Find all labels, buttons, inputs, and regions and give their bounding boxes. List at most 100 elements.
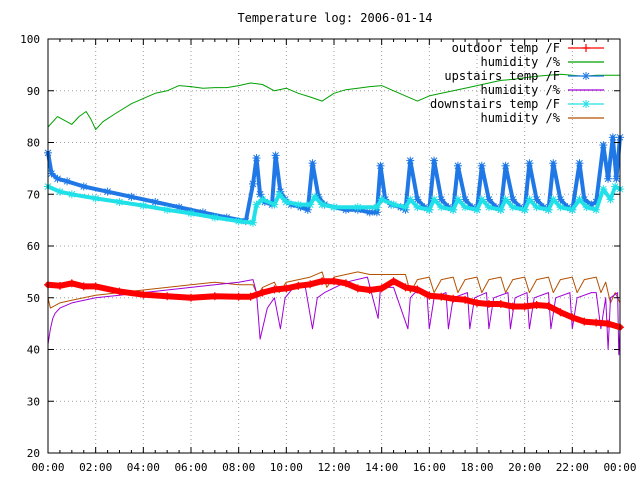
data-point [532,195,541,204]
data-point [365,285,374,294]
data-point [556,308,565,317]
data-point [496,205,505,214]
x-tick-label: 20:00 [508,461,541,474]
data-point [151,198,160,207]
data-point [258,195,267,204]
y-tick-label: 20 [27,447,40,460]
chart-title: Temperature log: 2006-01-14 [237,11,432,25]
data-point [308,159,317,168]
data-point [376,161,385,170]
y-tick-label: 40 [27,344,40,357]
data-point [282,198,291,207]
data-point [599,141,608,150]
x-tick-label: 18:00 [460,461,493,474]
data-point [508,203,517,212]
data-point [377,284,386,293]
grid-layer [48,39,620,453]
data-point [568,205,577,214]
data-point [306,280,315,289]
data-point [599,185,608,194]
x-tick-label: 02:00 [79,461,112,474]
data-point [139,290,148,299]
axis-layer: 20 30 40 50 60 70 80 90 100 00:00 02:00 04:00 06:00 0… [20,33,636,474]
y-tick-label: 30 [27,395,40,408]
y-tick-label: 60 [27,240,40,253]
data-point [377,195,386,204]
x-tick-label: 10:00 [270,461,303,474]
data-point [544,302,553,311]
data-point [568,313,577,322]
data-point [477,195,486,204]
data-point [484,195,493,204]
data-point [246,292,255,301]
data-point [413,203,422,212]
data-point [501,195,510,204]
x-tick-label: 22:00 [556,461,589,474]
data-point [508,302,517,311]
data-point [604,174,613,183]
legend-label: downstairs temp /F [430,97,560,111]
data-point [449,205,458,214]
data-point [115,198,124,207]
data-point [508,195,517,204]
data-point [401,283,410,292]
legend-marker [582,100,590,108]
series-0 [44,277,624,332]
data-point [532,300,541,309]
data-point [520,205,529,214]
data-point [63,177,72,186]
data-point [437,292,446,301]
data-point [248,218,257,227]
data-point [53,174,62,183]
data-point [67,190,76,199]
data-point [353,284,362,293]
data-point [353,203,362,212]
data-point [437,195,446,204]
data-point [413,195,422,204]
data-point [372,203,381,212]
data-point [425,291,434,300]
data-point [425,205,434,214]
y-tick-label: 50 [27,292,40,305]
data-point [437,203,446,212]
data-point [520,302,529,311]
data-point [275,190,284,199]
data-point [210,213,219,222]
series-line [47,73,621,131]
plot-border [47,38,621,454]
data-point [532,203,541,212]
data-point [248,179,257,188]
data-point [163,292,172,301]
data-point [270,285,279,294]
data-point [55,187,64,196]
data-point [79,182,88,191]
legend-label: upstairs temp /F [444,69,560,83]
x-tick-label: 08:00 [222,461,255,474]
data-point [47,169,56,178]
data-point [91,282,100,291]
y-tick-label: 90 [27,85,40,98]
data-point [453,195,462,204]
y-tick-label: 70 [27,188,40,201]
data-point [294,281,303,290]
data-point [406,156,415,165]
data-point [604,319,613,328]
x-tick-label: 12:00 [317,461,350,474]
data-point [544,205,553,214]
data-point [282,284,291,293]
data-point [575,159,584,168]
data-point [612,174,621,183]
data-point [473,298,481,307]
data-point [556,203,565,212]
data-point [549,195,558,204]
data-point [365,208,374,217]
data-point [575,195,584,204]
x-tick-label: 14:00 [365,461,398,474]
data-point [310,192,319,201]
data-point [477,161,486,170]
data-point [401,203,410,212]
data-point [79,282,88,291]
series-line [47,276,621,356]
